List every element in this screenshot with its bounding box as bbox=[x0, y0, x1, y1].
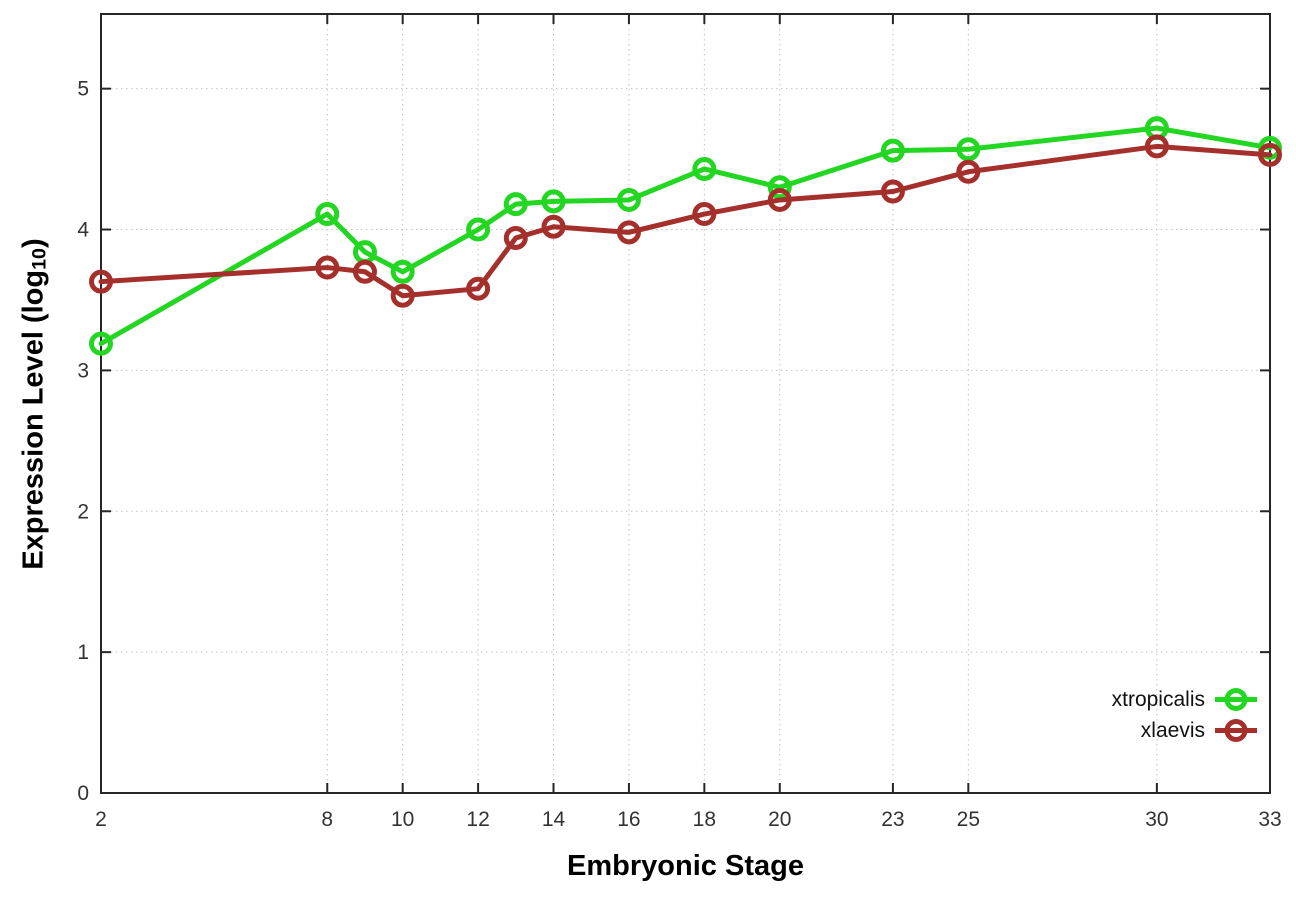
data-point-xlaevis bbox=[466, 276, 491, 301]
data-point-xtropicalis bbox=[541, 189, 566, 214]
legend-item-xtropicalis: xtropicalis bbox=[1112, 686, 1258, 713]
y-axis-title: Expression Level (log10) bbox=[18, 238, 51, 569]
legend-label: xlaevis bbox=[1140, 719, 1205, 742]
data-point-xtropicalis bbox=[503, 192, 528, 217]
y-tick-label: 1 bbox=[77, 641, 89, 664]
y-axis-title-subscript: 10 bbox=[28, 247, 51, 270]
y-tick-label: 0 bbox=[77, 782, 89, 805]
plot-border bbox=[100, 13, 1271, 794]
x-tick-label: 33 bbox=[1258, 808, 1281, 831]
line-point-sample-icon bbox=[1215, 688, 1257, 711]
x-tick-label: 25 bbox=[957, 808, 980, 831]
x-tick-label: 12 bbox=[466, 808, 489, 831]
x-tick-label: 16 bbox=[617, 808, 640, 831]
data-point-xlaevis bbox=[352, 259, 377, 284]
data-point-xlaevis bbox=[956, 159, 981, 184]
x-tick-label: 8 bbox=[321, 808, 333, 831]
data-point-xlaevis bbox=[616, 220, 641, 245]
y-tick-label: 2 bbox=[77, 500, 89, 523]
data-point-xtropicalis bbox=[390, 259, 415, 284]
x-tick-label: 10 bbox=[391, 808, 414, 831]
data-point-xtropicalis bbox=[616, 187, 641, 212]
series-line-xlaevis bbox=[98, 143, 1273, 299]
data-point-xlaevis bbox=[89, 269, 113, 294]
data-point-xlaevis bbox=[503, 225, 528, 250]
x-tick-label: 23 bbox=[881, 808, 904, 831]
legend-item-xlaevis: xlaevis bbox=[1112, 717, 1258, 744]
x-tick-label: 20 bbox=[768, 808, 791, 831]
y-tick-label: 4 bbox=[77, 219, 89, 242]
data-point-xtropicalis bbox=[956, 137, 981, 162]
data-point-xtropicalis bbox=[466, 217, 491, 242]
data-point-xtropicalis bbox=[767, 175, 792, 200]
data-point-xtropicalis bbox=[692, 156, 717, 181]
data-point-xlaevis bbox=[315, 255, 340, 280]
y-axis-title-text: Expression Level (log bbox=[17, 269, 50, 570]
data-point-xlaevis bbox=[390, 283, 415, 308]
y-tick-label: 3 bbox=[77, 359, 89, 382]
data-point-xlaevis bbox=[1144, 134, 1169, 159]
series-line-xtropicalis bbox=[98, 125, 1273, 347]
data-point-xtropicalis bbox=[315, 202, 340, 227]
x-tick-label: 30 bbox=[1145, 808, 1168, 831]
x-tick-label: 14 bbox=[542, 808, 566, 831]
data-point-xlaevis bbox=[541, 214, 566, 239]
x-tick-label: 18 bbox=[693, 808, 716, 831]
data-point-xlaevis bbox=[880, 179, 905, 204]
data-point-xlaevis bbox=[1258, 142, 1282, 167]
y-axis-title-close: ) bbox=[17, 238, 50, 248]
data-point-xlaevis bbox=[767, 187, 792, 212]
data-point-xtropicalis bbox=[89, 331, 113, 356]
x-tick-label: 2 bbox=[95, 808, 107, 831]
legend: xtropicalis xlaevis bbox=[1112, 686, 1258, 744]
y-tick-label: 5 bbox=[77, 78, 89, 101]
data-point-xlaevis bbox=[692, 202, 717, 227]
legend-label: xtropicalis bbox=[1111, 688, 1205, 711]
x-axis-title: Embryonic Stage bbox=[567, 850, 804, 882]
data-point-xtropicalis bbox=[880, 138, 905, 163]
line-point-sample-icon bbox=[1215, 719, 1257, 742]
